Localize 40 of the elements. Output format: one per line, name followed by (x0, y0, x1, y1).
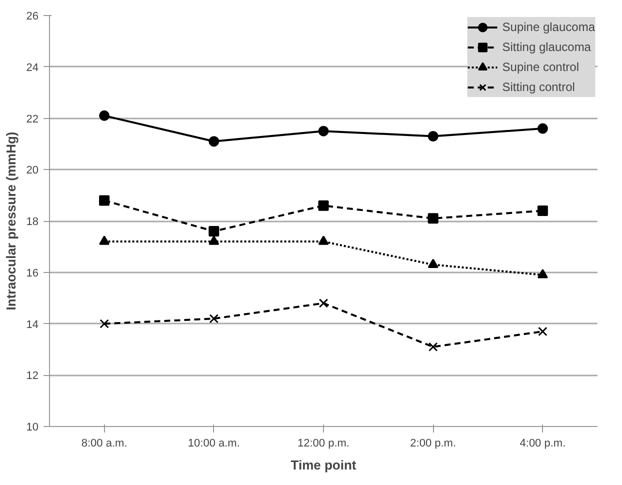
y-tick-label: 16 (26, 267, 39, 280)
y-tick-label: 12 (26, 370, 39, 382)
point (99, 110, 110, 121)
point (100, 319, 109, 328)
x-tick-label: 4:00 p.m. (520, 438, 566, 450)
legend-label: Sitting glaucoma (502, 40, 591, 54)
point (318, 236, 329, 245)
legend-label: Sitting control (502, 80, 575, 94)
y-tick-label: 10 (26, 422, 39, 434)
point (208, 226, 220, 237)
point (318, 126, 329, 136)
point (428, 342, 438, 352)
point (208, 136, 220, 147)
y-tick-label: 18 (26, 216, 39, 228)
point (537, 269, 548, 278)
point (428, 130, 438, 142)
point (99, 236, 110, 245)
point (99, 195, 110, 206)
y-tick-label: 22 (26, 113, 39, 126)
x-tick-label: 12:00 p.m. (298, 438, 350, 450)
point (208, 236, 220, 245)
x-tick-label: 2:00 p.m. (410, 438, 456, 450)
point (538, 326, 548, 336)
x-tick-label: 10:00 a.m. (188, 438, 240, 450)
point (428, 258, 438, 268)
y-tick-label: 24 (26, 62, 39, 74)
y-tick-label: 26 (26, 10, 39, 22)
y-tick-label: 20 (26, 164, 39, 177)
point (537, 123, 548, 134)
legend-label: Supine control (502, 60, 579, 74)
legend-label: Supine glaucoma (502, 20, 595, 34)
point (537, 205, 548, 216)
point (209, 314, 219, 324)
point (428, 213, 438, 224)
point (318, 200, 329, 211)
y-tick-label: 14 (26, 318, 39, 331)
x-axis-title: Time point (290, 458, 357, 472)
y-axis-title: Intraocular pressure (mmHg) (3, 132, 18, 310)
point (318, 298, 328, 308)
x-tick-label: 8:00 a.m. (81, 438, 128, 450)
